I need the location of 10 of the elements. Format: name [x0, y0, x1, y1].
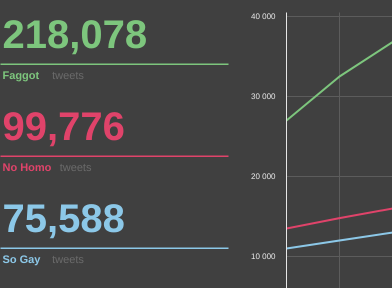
- text: 99,776: [2, 105, 125, 150]
- y-tick-label: 10 000: [251, 252, 276, 261]
- text: 218,078: [2, 13, 148, 58]
- category-label: So Gay: [2, 254, 42, 266]
- y-tick-label: 40 000: [251, 12, 276, 21]
- y-tick-label: 20 000: [251, 172, 276, 181]
- category-label: Faggot: [2, 70, 40, 82]
- category-label: No Homo: [2, 162, 52, 174]
- y-tick-label: 30 000: [251, 92, 276, 101]
- text: 75,588: [2, 197, 125, 242]
